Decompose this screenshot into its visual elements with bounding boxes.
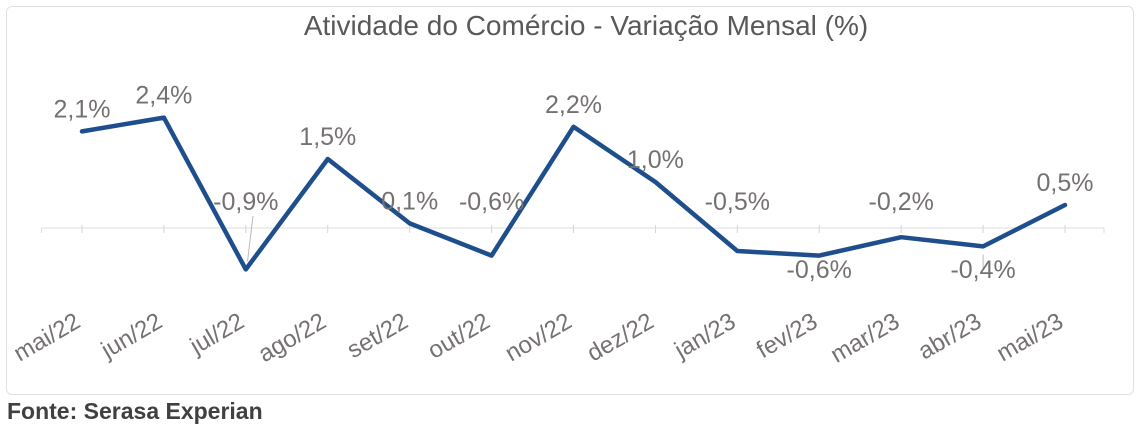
svg-text:0,1%: 0,1% [381,187,438,215]
svg-text:fev/23: fev/23 [752,308,822,364]
svg-text:2,2%: 2,2% [545,91,602,119]
svg-text:abr/23: abr/23 [914,308,986,365]
svg-text:2,1%: 2,1% [54,95,111,123]
svg-text:dez/22: dez/22 [582,308,658,367]
svg-text:set/22: set/22 [343,308,413,364]
svg-text:mai/22: mai/22 [9,308,85,367]
svg-text:jan/23: jan/23 [669,308,740,365]
svg-text:out/22: out/22 [423,308,494,365]
svg-text:jul/22: jul/22 [185,308,249,361]
svg-text:-0,9%: -0,9% [213,188,278,216]
svg-text:jun/22: jun/22 [96,308,167,365]
svg-text:-0,6%: -0,6% [459,188,524,216]
svg-text:ago/22: ago/22 [254,308,331,368]
svg-text:-0,4%: -0,4% [950,256,1015,284]
svg-text:-0,5%: -0,5% [705,188,770,216]
svg-text:-0,6%: -0,6% [787,256,852,284]
svg-text:1,0%: 1,0% [627,146,684,174]
svg-text:2,4%: 2,4% [135,82,192,110]
svg-text:1,5%: 1,5% [299,123,356,151]
svg-text:mar/23: mar/23 [826,308,904,369]
svg-text:nov/22: nov/22 [501,308,577,367]
svg-text:mai/23: mai/23 [992,308,1068,367]
svg-text:0,5%: 0,5% [1037,169,1094,197]
svg-text:-0,2%: -0,2% [869,188,934,216]
